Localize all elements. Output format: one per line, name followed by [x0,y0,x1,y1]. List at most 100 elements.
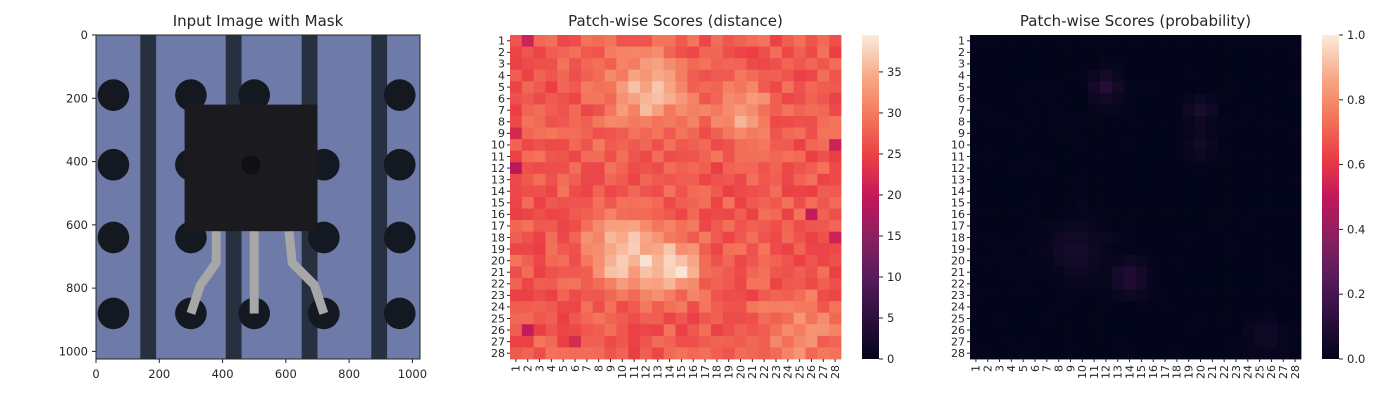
heatmap-cell [604,139,617,152]
heatmap-cell [1277,312,1290,325]
heatmap-cell [1253,220,1266,233]
heatmap-cell [1135,208,1148,221]
heatmap-cell [793,254,806,267]
heatmap-cell [1230,335,1243,348]
heatmap-cell [628,162,641,175]
heatmap-cell [521,150,535,163]
heatmap-cell [1206,162,1219,175]
heatmap-cell [829,335,842,348]
heatmap-cell [651,312,665,325]
heatmap-cell [557,289,570,302]
heatmap-cell [781,347,795,360]
heatmap-cell [699,46,712,59]
heatmap-cell [1040,127,1054,140]
heatmap-cell [1289,46,1302,59]
heatmap-cell [533,231,546,244]
heatmap-cell [1289,347,1302,360]
heatmap-cell [770,208,783,221]
heatmap-cell [675,46,688,59]
heatmap-cell [616,92,629,105]
heatmap-cell [1135,116,1148,128]
heatmap-cell [993,301,1006,314]
heatmap-cell [521,347,535,360]
heatmap-cell [758,220,771,233]
heatmap-cell [1111,116,1125,128]
heatmap-cell [817,312,830,325]
heatmap-cell [734,173,747,186]
heatmap-cell [1182,116,1196,128]
heatmap-cell [993,231,1006,244]
heatmap-cell [699,69,712,82]
heatmap-cell [722,335,736,348]
heatmap-cell [1135,301,1148,314]
heatmap-cell [1170,243,1184,256]
heatmap-cell [628,81,641,94]
heatmap-cell [569,324,582,337]
heatmap-cell [545,58,558,71]
heatmap-cell [1265,208,1278,221]
heatmap-cell [628,127,641,140]
heatmap-cell [781,173,795,186]
heatmap-cell [1289,254,1302,267]
heatmap-cell [533,162,546,175]
heatmap-cell [1289,301,1302,314]
heatmap-cell [628,116,641,128]
heatmap-cell [746,347,759,360]
heatmap-cell [805,46,818,59]
heatmap-cell [1111,173,1125,186]
heatmap-cell [1147,208,1160,221]
heatmap-cell [1277,46,1290,59]
heatmap-cell [781,220,795,233]
heatmap-cell [1017,104,1030,117]
heatmap-cell [521,254,535,267]
heatmap-cell [1123,312,1136,325]
row-label: 20 [951,254,965,267]
heatmap-cell [1135,127,1148,140]
heatmap-cell [663,254,676,267]
heatmap-cell [817,81,830,94]
row-label: 23 [491,289,505,302]
heatmap-cell [1218,266,1231,279]
heatmap-cell [1194,312,1207,325]
heatmap-cell [592,243,605,256]
heatmap-cell [1064,208,1077,221]
heatmap-cell [746,324,759,337]
heatmap-cell [710,347,724,360]
heatmap-cell [1005,243,1018,256]
heatmap-cell [1289,162,1302,175]
heatmap-cell [510,92,523,105]
heatmap-cell [521,335,535,348]
heatmap-cell [970,69,983,82]
heatmap-cell [1088,35,1101,47]
heatmap-cell [628,347,641,360]
row-label: 18 [951,231,965,244]
heatmap-cell [1265,197,1278,209]
heatmap-cell [1029,81,1042,94]
heatmap-cell [734,139,747,152]
heatmap-cell [758,116,771,128]
heatmap-cell [1277,173,1290,186]
heatmap-cell [533,35,546,47]
heatmap-cell [1170,231,1184,244]
heatmap-cell [1170,150,1184,163]
heatmap-cell [817,162,830,175]
heatmap-cell [616,278,629,290]
heatmap-cell [1147,58,1160,71]
heatmap-cell [1100,266,1113,279]
input-image-panel: Input Image with Mask 0 200 400 600 800 10000… [59,12,427,381]
heatmap-cell [569,185,582,198]
heatmap-cell [710,173,724,186]
heatmap-cell [1064,347,1077,360]
heatmap-cell [675,81,688,94]
heatmap-cell [663,324,676,337]
heatmap-cell [805,301,818,314]
row-label: 26 [491,324,505,337]
heatmap-cell [1182,127,1196,140]
heatmap-cell [1100,173,1113,186]
heatmap-cell [805,162,818,175]
heatmap-cell [521,324,535,337]
heatmap-cell [758,58,771,71]
heatmap-cell [663,92,676,105]
heatmap-cell [580,116,594,128]
heatmap-cell [545,127,558,140]
